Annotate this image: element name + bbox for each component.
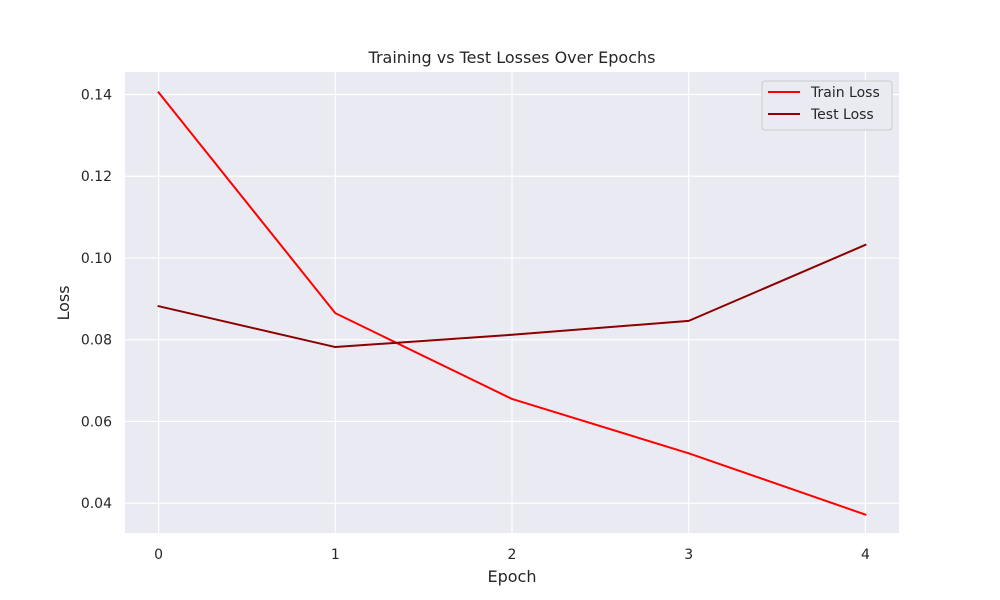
x-tick-label-0: 0 xyxy=(154,547,163,563)
y-tick-label-4: 0.12 xyxy=(81,169,112,185)
series-lines xyxy=(157,91,867,516)
x-tick-label-4: 4 xyxy=(861,547,870,563)
y-tick-labels: 0.04 0.06 0.08 0.10 0.12 0.14 xyxy=(81,87,112,512)
x-tick-label-1: 1 xyxy=(331,547,340,563)
y-tick-label-0: 0.04 xyxy=(81,496,112,512)
legend: Train Loss Test Loss xyxy=(761,80,893,131)
y-tick-label-5: 0.14 xyxy=(81,87,112,103)
chart-title: Training vs Test Losses Over Epochs xyxy=(368,48,656,67)
legend-box xyxy=(761,80,893,131)
series-line-test-loss xyxy=(157,243,867,349)
x-tick-label-2: 2 xyxy=(508,547,517,563)
x-axis-title: Epoch xyxy=(488,567,537,586)
legend-label-train-loss: Train Loss xyxy=(810,85,880,101)
x-tick-labels: 0 1 2 3 4 xyxy=(154,547,870,563)
x-tick-label-3: 3 xyxy=(684,547,693,563)
y-tick-label-2: 0.08 xyxy=(81,333,112,349)
legend-label-test-loss: Test Loss xyxy=(810,107,874,123)
y-axis-title: Loss xyxy=(54,285,73,320)
y-tick-label-1: 0.06 xyxy=(81,414,112,430)
series-line-train-loss xyxy=(157,91,867,516)
y-tick-label-3: 0.10 xyxy=(81,251,112,267)
